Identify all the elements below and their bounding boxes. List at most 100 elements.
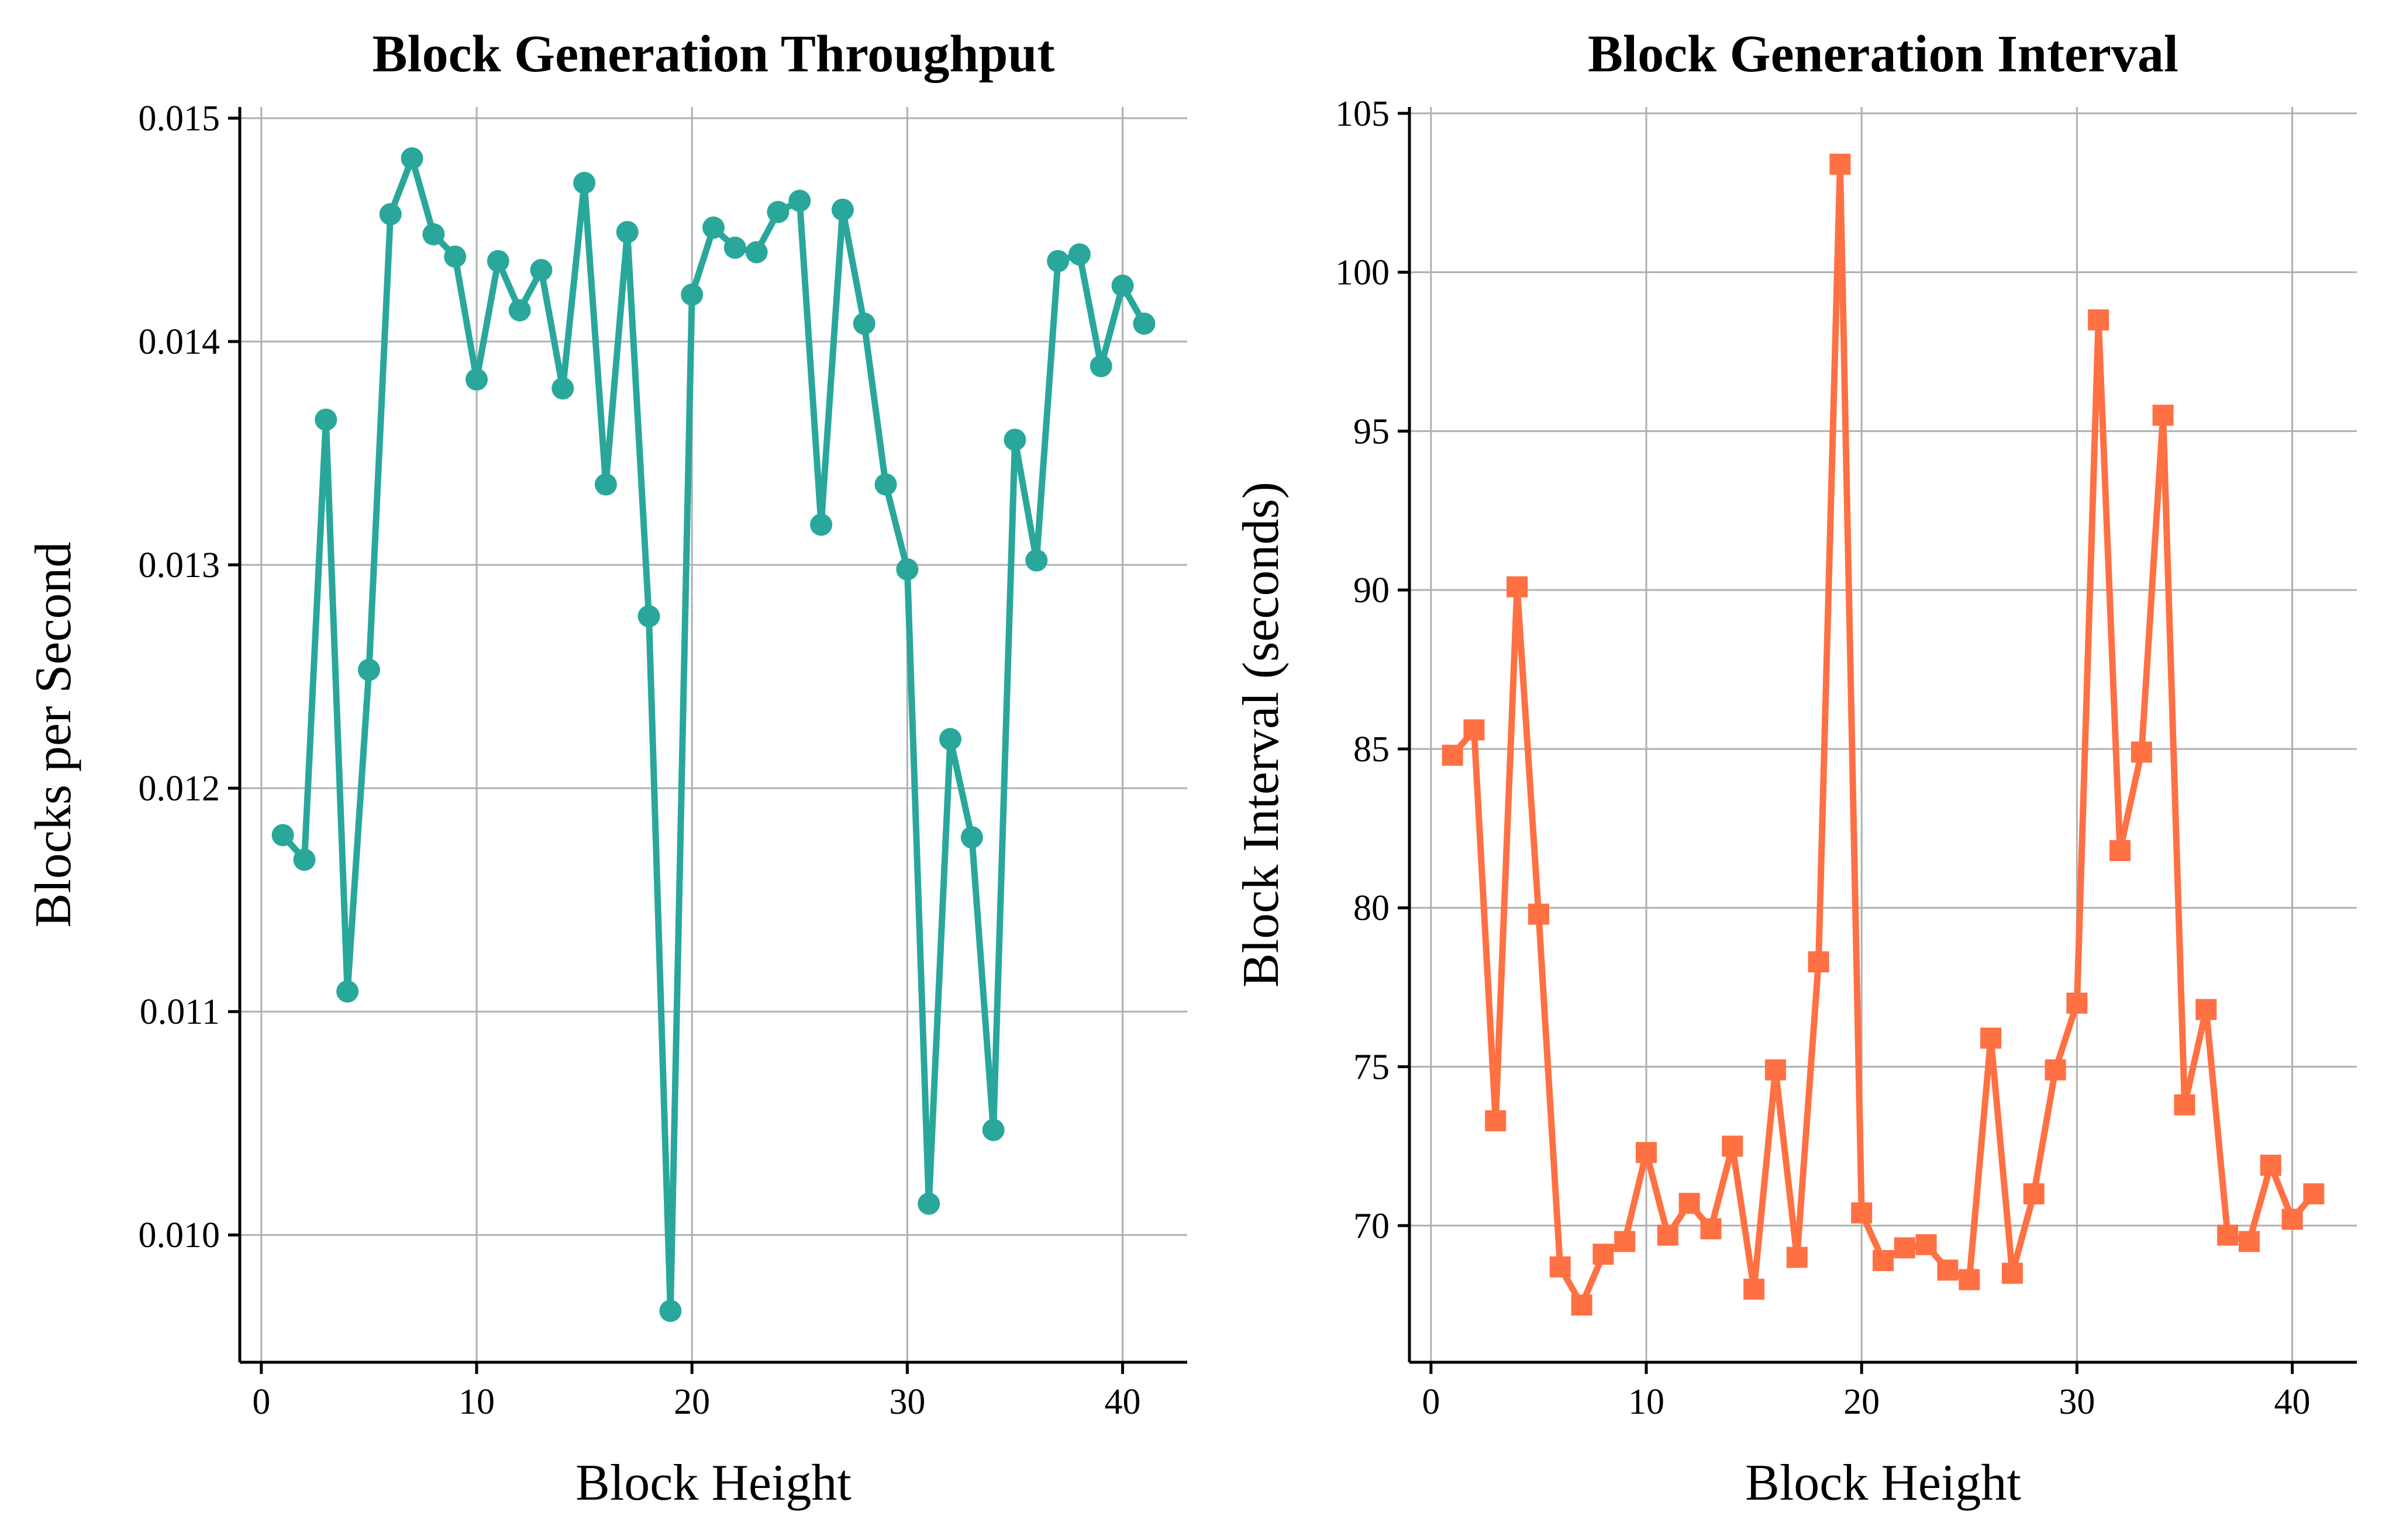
throughput-data-point (487, 250, 509, 272)
throughput-spines (238, 107, 1187, 1364)
throughput-data-point (874, 473, 897, 496)
throughput-data-point (702, 216, 725, 239)
interval-y-tick-label: 95 (1353, 412, 1390, 451)
throughput-y-tick-label: 0.010 (139, 1216, 220, 1255)
throughput-data-point (444, 245, 467, 268)
interval-title: Block Generation Interval (1588, 25, 2178, 83)
throughput-data-point (293, 848, 316, 871)
interval-data-point (2260, 1155, 2281, 1176)
interval-data-point (2303, 1183, 2325, 1204)
throughput-data-point (271, 824, 294, 847)
throughput-data-point (1133, 312, 1156, 335)
throughput-data-point (422, 223, 445, 246)
interval-data-point (1528, 903, 1549, 925)
interval-data-point (2195, 999, 2217, 1020)
throughput-data-point (788, 189, 811, 212)
throughput-data-point (530, 258, 553, 281)
interval-data-point (1636, 1142, 1657, 1163)
interval-data-point (1678, 1193, 1700, 1214)
interval-data-point (2045, 1059, 2066, 1080)
interval-data-point (1786, 1246, 1808, 1268)
interval-y-tick-label: 90 (1353, 571, 1390, 610)
interval-data-point (1722, 1135, 1743, 1157)
throughput-data-point (681, 283, 704, 306)
interval-data-point (1700, 1218, 1722, 1239)
interval-y-tick-label: 105 (1335, 94, 1390, 134)
interval-data-point (1808, 951, 1829, 973)
interval-data-point (1959, 1269, 1980, 1290)
interval-data-point (2023, 1183, 2045, 1204)
throughput-data-point (831, 198, 854, 221)
interval-data-point (2109, 840, 2131, 861)
throughput-data-point (315, 408, 337, 431)
throughput-data-point (1025, 549, 1048, 572)
interval-y-axis-label: Block Interval (seconds) (1233, 482, 1290, 987)
throughput-data-point (466, 368, 488, 391)
throughput-data-point (336, 980, 359, 1003)
interval-data-point (1571, 1294, 1592, 1316)
throughput-title: Block Generation Throughput (373, 25, 1055, 83)
interval-data-point (1614, 1231, 1636, 1252)
interval-data-point (2131, 741, 2152, 763)
interval-x-tick-label: 20 (1843, 1382, 1880, 1422)
interval-data-point (1764, 1059, 1786, 1080)
throughput-data-point (723, 236, 746, 259)
throughput-data-point (616, 220, 639, 243)
throughput-y-tick-label: 0.011 (140, 992, 220, 1032)
interval-data-point (2066, 992, 2088, 1014)
interval-data-point (2001, 1262, 2023, 1284)
interval-data-point (1743, 1278, 1765, 1300)
interval-data-point (1463, 719, 1485, 741)
interval-data-point (1657, 1224, 1678, 1246)
throughput-panel: 0 10 20 30 400.0100.0110.0120.0130.0140.015 … (25, 25, 1187, 1511)
interval-spines (1408, 107, 2357, 1364)
throughput-y-tick-label: 0.013 (139, 545, 220, 585)
throughput-data-point (659, 1300, 682, 1323)
interval-grid (1409, 107, 2357, 1362)
throughput-data-point (918, 1192, 940, 1215)
interval-x-tick-label: 30 (2059, 1382, 2095, 1422)
throughput-data-point (379, 203, 402, 226)
throughput-data-point (401, 147, 423, 170)
interval-x-tick-label: 0 (1422, 1382, 1440, 1422)
throughput-data-point (767, 201, 790, 223)
interval-x-tick-label: 10 (1628, 1382, 1664, 1422)
throughput-data-point (939, 728, 961, 751)
throughput-y-axis-label: Blocks per Second (25, 542, 82, 928)
interval-data-point (2281, 1208, 2303, 1230)
throughput-data-point (896, 558, 919, 581)
interval-data-point (1894, 1237, 1915, 1259)
interval-data-point (1915, 1234, 1937, 1255)
interval-x-tick-label: 40 (2274, 1382, 2311, 1422)
throughput-series (271, 147, 1156, 1323)
throughput-y-tick-label: 0.012 (139, 769, 220, 809)
throughput-data-point (853, 312, 875, 335)
throughput-data-point (637, 605, 660, 628)
throughput-data-point (745, 241, 768, 264)
interval-panel: 0 10 20 30 40 70 75 80 85 90 95 100 105 Block Genera… (1233, 25, 2357, 1511)
throughput-data-point (594, 473, 617, 496)
interval-data-point (1980, 1027, 2002, 1049)
interval-y-tick-label: 80 (1353, 889, 1390, 928)
throughput-data-point (508, 299, 531, 322)
interval-data-point (1873, 1250, 1894, 1272)
throughput-data-point (1004, 429, 1026, 451)
throughput-x-tick-label: 30 (889, 1382, 925, 1422)
throughput-data-point (810, 513, 833, 536)
interval-data-point (1442, 744, 1463, 766)
interval-data-point (1851, 1202, 1873, 1224)
interval-series (1442, 153, 2325, 1316)
interval-data-point (1829, 153, 1851, 175)
interval-y-tick-label: 100 (1335, 253, 1390, 293)
throughput-data-point (982, 1118, 1005, 1141)
interval-data-point (2174, 1094, 2195, 1116)
interval-data-point (1937, 1259, 1959, 1281)
throughput-data-point (960, 826, 983, 849)
throughput-x-axis-label: Block Height (575, 1455, 852, 1511)
throughput-data-point (1068, 243, 1091, 266)
interval-data-point (2238, 1231, 2260, 1252)
throughput-y-tick-label: 0.014 (139, 322, 220, 362)
throughput-data-point (1047, 250, 1070, 272)
